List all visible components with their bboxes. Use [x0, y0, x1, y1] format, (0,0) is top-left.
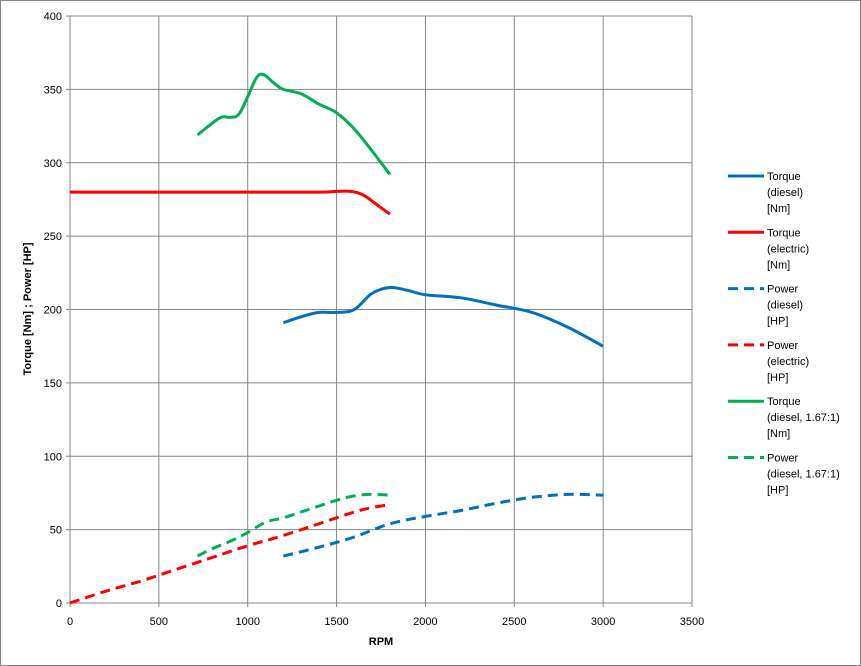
legend-entry-text: [HP]	[767, 485, 788, 497]
y-tick-label: 100	[44, 451, 62, 463]
legend-entry-text: Power	[767, 340, 799, 352]
legend-entry-text: (electric)	[767, 243, 809, 255]
x-tick-label: 3000	[591, 616, 615, 628]
legend-entry-text: Power	[767, 284, 799, 296]
legend-entry-text: [HP]	[767, 316, 788, 328]
legend-entry-text: [Nm]	[767, 428, 790, 440]
y-axis-label: Torque [Nm] ; Power [HP]	[22, 242, 34, 375]
y-tick-label: 200	[44, 305, 62, 317]
legend-entry-text: [Nm]	[767, 259, 790, 271]
legend-entry-text: Torque	[767, 227, 801, 239]
series-lines	[69, 72, 604, 605]
x-tick-label: 2000	[413, 616, 437, 628]
series-line-1	[70, 189, 391, 216]
legend: Torque (diesel) [Nm] Torque (electric) [Nm] Po…	[728, 171, 840, 497]
series-line-5	[196, 492, 390, 558]
legend-entry-text: (diesel, 1.67:1)	[767, 412, 840, 424]
y-tick-label: 50	[50, 525, 62, 537]
legend-entry-text: Power	[767, 453, 799, 465]
x-tick-label: 1500	[324, 616, 348, 628]
legend-entry-text: (electric)	[767, 356, 809, 368]
series-line-4	[196, 72, 392, 176]
y-tick-label: 350	[44, 84, 62, 96]
series-line-3	[69, 503, 391, 605]
x-tick-label: 0	[67, 616, 73, 628]
legend-entry-text: Torque	[767, 396, 801, 408]
y-tick-label: 150	[44, 378, 62, 390]
y-tick-label: 300	[44, 158, 62, 170]
x-tick-label: 2500	[502, 616, 526, 628]
series-line-0	[282, 285, 604, 348]
x-tick-label: 3500	[680, 616, 704, 628]
y-tick-label: 0	[56, 598, 62, 610]
legend-entry-text: (diesel)	[767, 300, 803, 312]
x-tick-label: 1000	[235, 616, 259, 628]
y-axis-ticks: 0 50 100 150 200 250 300 350 400	[44, 11, 70, 610]
y-tick-label: 250	[44, 231, 62, 243]
x-axis-label: RPM	[369, 636, 393, 648]
legend-entry-text: Torque	[767, 171, 801, 183]
x-tick-label: 500	[150, 616, 168, 628]
legend-entry-text: [Nm]	[767, 203, 790, 215]
series-line-2	[282, 492, 604, 558]
y-tick-label: 400	[44, 11, 62, 23]
x-axis-ticks: 0 500 1000 1500 2000 2500 3000 3500	[67, 603, 704, 628]
legend-entry-text: (diesel, 1.67:1)	[767, 469, 840, 481]
legend-entry-text: [HP]	[767, 372, 788, 384]
grid-lines	[69, 15, 693, 604]
legend-entry-text: (diesel)	[767, 187, 803, 199]
